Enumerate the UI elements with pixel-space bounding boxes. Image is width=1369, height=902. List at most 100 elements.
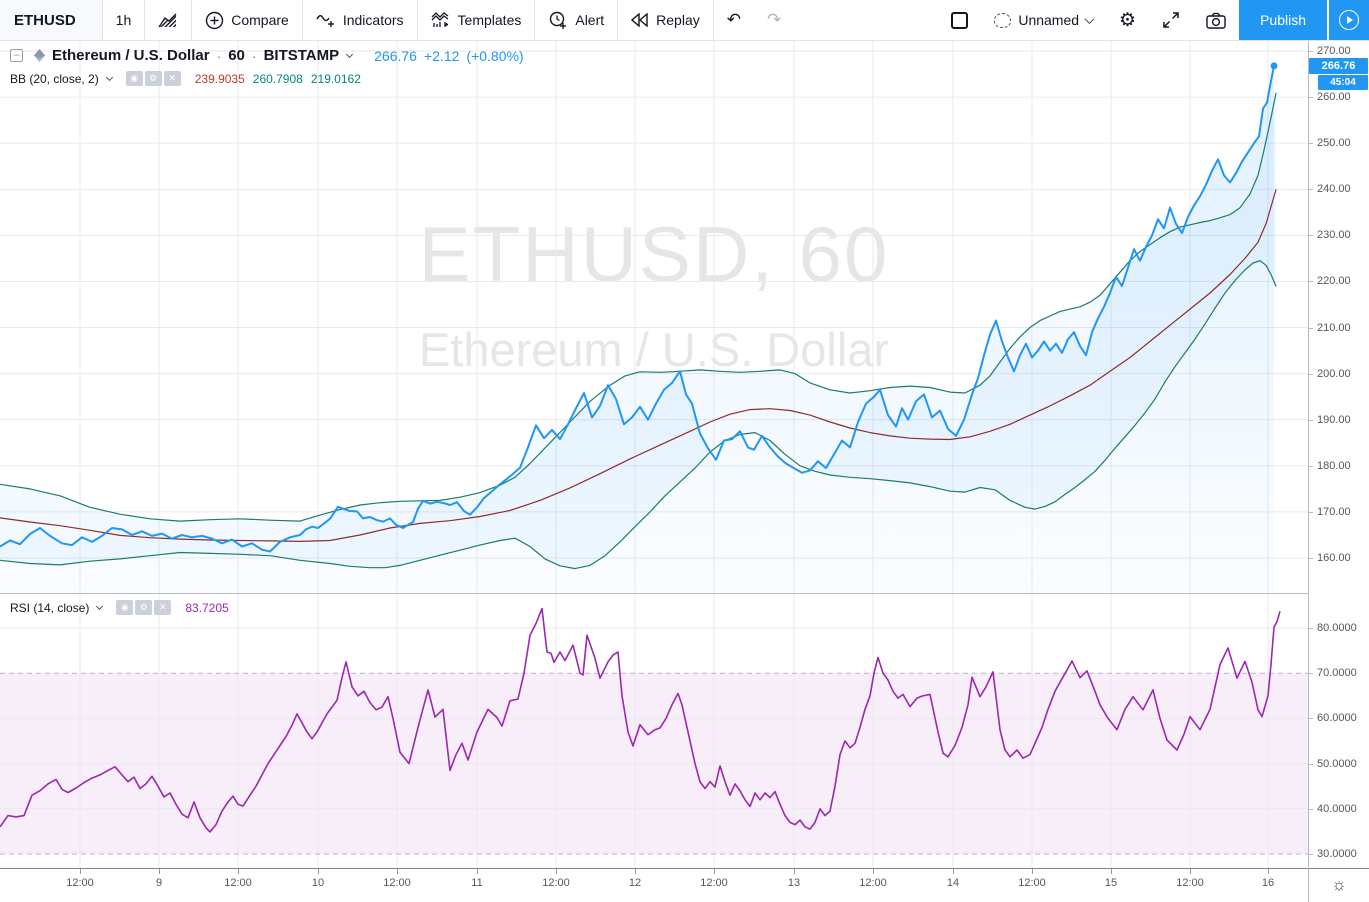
remove-indicator-icon[interactable]: ✕ (163, 71, 181, 86)
time-tick-mark (953, 869, 954, 874)
axis-tick-mark (1309, 373, 1313, 375)
compare-label: Compare (231, 12, 289, 28)
bb-indicator-label[interactable]: BB (20, close, 2) (10, 71, 99, 86)
time-tick-mark (794, 869, 795, 874)
time-tick-mark (159, 869, 160, 874)
bb-lower-value: 219.0162 (310, 71, 361, 86)
remove-indicator-icon[interactable]: ✕ (154, 600, 172, 615)
price-axis-label: 160.00 (1317, 552, 1351, 564)
price-pane-canvas[interactable] (0, 41, 1308, 594)
last-price-dot (1270, 62, 1278, 70)
price-line (0, 64, 1275, 553)
time-axis-label: 12:00 (542, 877, 570, 889)
axis-tick-mark (1309, 189, 1313, 191)
ethereum-logo-icon (33, 49, 46, 62)
price-axis-label: 230.00 (1317, 229, 1351, 242)
interval-button[interactable]: 1h (103, 0, 145, 40)
publish-button[interactable]: Publish (1239, 0, 1327, 40)
bb-legend-row[interactable]: BB (20, close, 2) ◉ ⚙ ✕ 239.9035 260.790… (10, 71, 524, 86)
rsi-axis-label: 40.0000 (1317, 802, 1357, 815)
toolbar-separator (191, 0, 193, 40)
price-area-fill (0, 65, 1274, 594)
collapse-legend-icon[interactable]: – (10, 49, 23, 62)
pane-divider[interactable] (0, 593, 1369, 594)
rsi-axis-label: 70.0000 (1317, 667, 1357, 680)
chevron-down-icon[interactable] (105, 73, 113, 82)
rsi-axis-label: 30.0000 (1317, 848, 1357, 860)
chevron-down-icon (1084, 13, 1095, 24)
camera-icon (1206, 12, 1226, 29)
hide-indicator-icon[interactable]: ◉ (116, 600, 134, 615)
exchange-name: BITSTAMP (263, 47, 340, 64)
time-axis-label: 12:00 (383, 877, 411, 889)
chart-style-icon (158, 12, 178, 28)
compare-button[interactable]: Compare (192, 0, 302, 40)
publish-idea-menu-button[interactable] (1329, 0, 1369, 40)
rsi-legend-row[interactable]: RSI (14, close) ◉ ⚙ ✕ 83.7205 (10, 600, 229, 615)
chart-properties-button[interactable]: ⚙ (1106, 0, 1149, 40)
rsi-indicator-label[interactable]: RSI (14, close) (10, 600, 90, 615)
rsi-axis-label: 50.0000 (1317, 757, 1357, 770)
price-axis-label: 210.00 (1317, 321, 1351, 334)
axis-tick-mark (1309, 51, 1313, 52)
indicators-label: Indicators (342, 12, 404, 28)
timezone-sun-icon[interactable]: ☼ (1331, 875, 1347, 894)
templates-button[interactable]: Templates (418, 0, 535, 40)
fullscreen-button[interactable] (1149, 0, 1193, 40)
alert-label: Alert (575, 12, 605, 28)
bb-values: 239.9035 260.7908 219.0162 (195, 72, 361, 86)
rsi-current-value: 83.7205 (185, 600, 229, 615)
time-tick-mark (556, 869, 557, 874)
axis-tick-mark (1309, 465, 1313, 467)
redo-button[interactable]: ↷ (767, 10, 782, 29)
title-separator: · (216, 47, 222, 64)
symbol-button[interactable]: ETHUSD (0, 0, 102, 40)
rsi-line (0, 607, 1281, 833)
rsi-axis-label: 80.0000 (1317, 622, 1357, 634)
axis-tick-mark (1309, 718, 1313, 720)
indicators-icon (316, 11, 336, 29)
time-axis-label: 12:00 (66, 877, 94, 889)
time-tick-mark (714, 869, 715, 874)
axis-tick-mark (1309, 808, 1313, 810)
chart-style-button[interactable] (145, 0, 191, 40)
chevron-down-icon[interactable] (346, 50, 354, 59)
axis-tick-mark (1309, 628, 1313, 629)
replay-button[interactable]: Replay (618, 0, 713, 40)
axis-tick-mark (1309, 235, 1313, 237)
time-tick-mark (873, 869, 874, 874)
price-axis-label: 220.00 (1317, 275, 1351, 288)
symbol-label: ETHUSD (14, 11, 76, 29)
load-layout-button[interactable]: Unnamed (981, 0, 1106, 40)
rsi-pane-canvas[interactable] (0, 594, 1308, 868)
price-change-value: +2.12 (423, 47, 460, 64)
chevron-down-icon[interactable] (96, 602, 104, 611)
price-axis[interactable]: 270.00 260.00 250.00 240.00 230.00 220.00 210.… (1308, 41, 1369, 868)
time-tick-mark (1032, 869, 1033, 874)
symbol-legend-row[interactable]: – Ethereum / U.S. Dollar · 60 · BITSTAMP… (10, 47, 524, 64)
rsi-legend-controls: ◉ ⚙ ✕ (116, 600, 172, 615)
undo-button[interactable]: ↶ (726, 10, 741, 29)
price-axis-label: 250.00 (1317, 137, 1351, 150)
templates-icon (431, 11, 451, 29)
snapshot-button[interactable] (1193, 0, 1239, 40)
quote-values: 266.76 +2.12 (+0.80%) (374, 48, 523, 64)
alert-button[interactable]: Alert (535, 0, 617, 40)
compare-icon (205, 11, 224, 30)
toolbar-right-group: Unnamed ⚙ Publish (938, 0, 1369, 40)
axis-tick-mark (1309, 419, 1313, 421)
time-tick-mark (397, 869, 398, 874)
time-axis-label: 12:00 (224, 877, 252, 889)
symbol-title[interactable]: Ethereum / U.S. Dollar (52, 47, 210, 64)
axis-tick-mark (1309, 558, 1313, 559)
hide-indicator-icon[interactable]: ◉ (125, 71, 143, 86)
indicator-settings-icon[interactable]: ⚙ (144, 71, 162, 86)
time-tick-mark (1190, 869, 1191, 874)
axis-tick-mark (1309, 763, 1313, 765)
indicators-button[interactable]: Indicators (303, 0, 417, 40)
select-layout-button[interactable] (938, 0, 981, 40)
time-tick-mark (318, 869, 319, 874)
last-price-badge: 266.76 (1309, 57, 1368, 74)
indicator-settings-icon[interactable]: ⚙ (135, 600, 153, 615)
time-axis[interactable]: 12:00 9 12:00 10 12:00 11 12:00 12 12:00 13 12:00 1… (0, 868, 1369, 902)
